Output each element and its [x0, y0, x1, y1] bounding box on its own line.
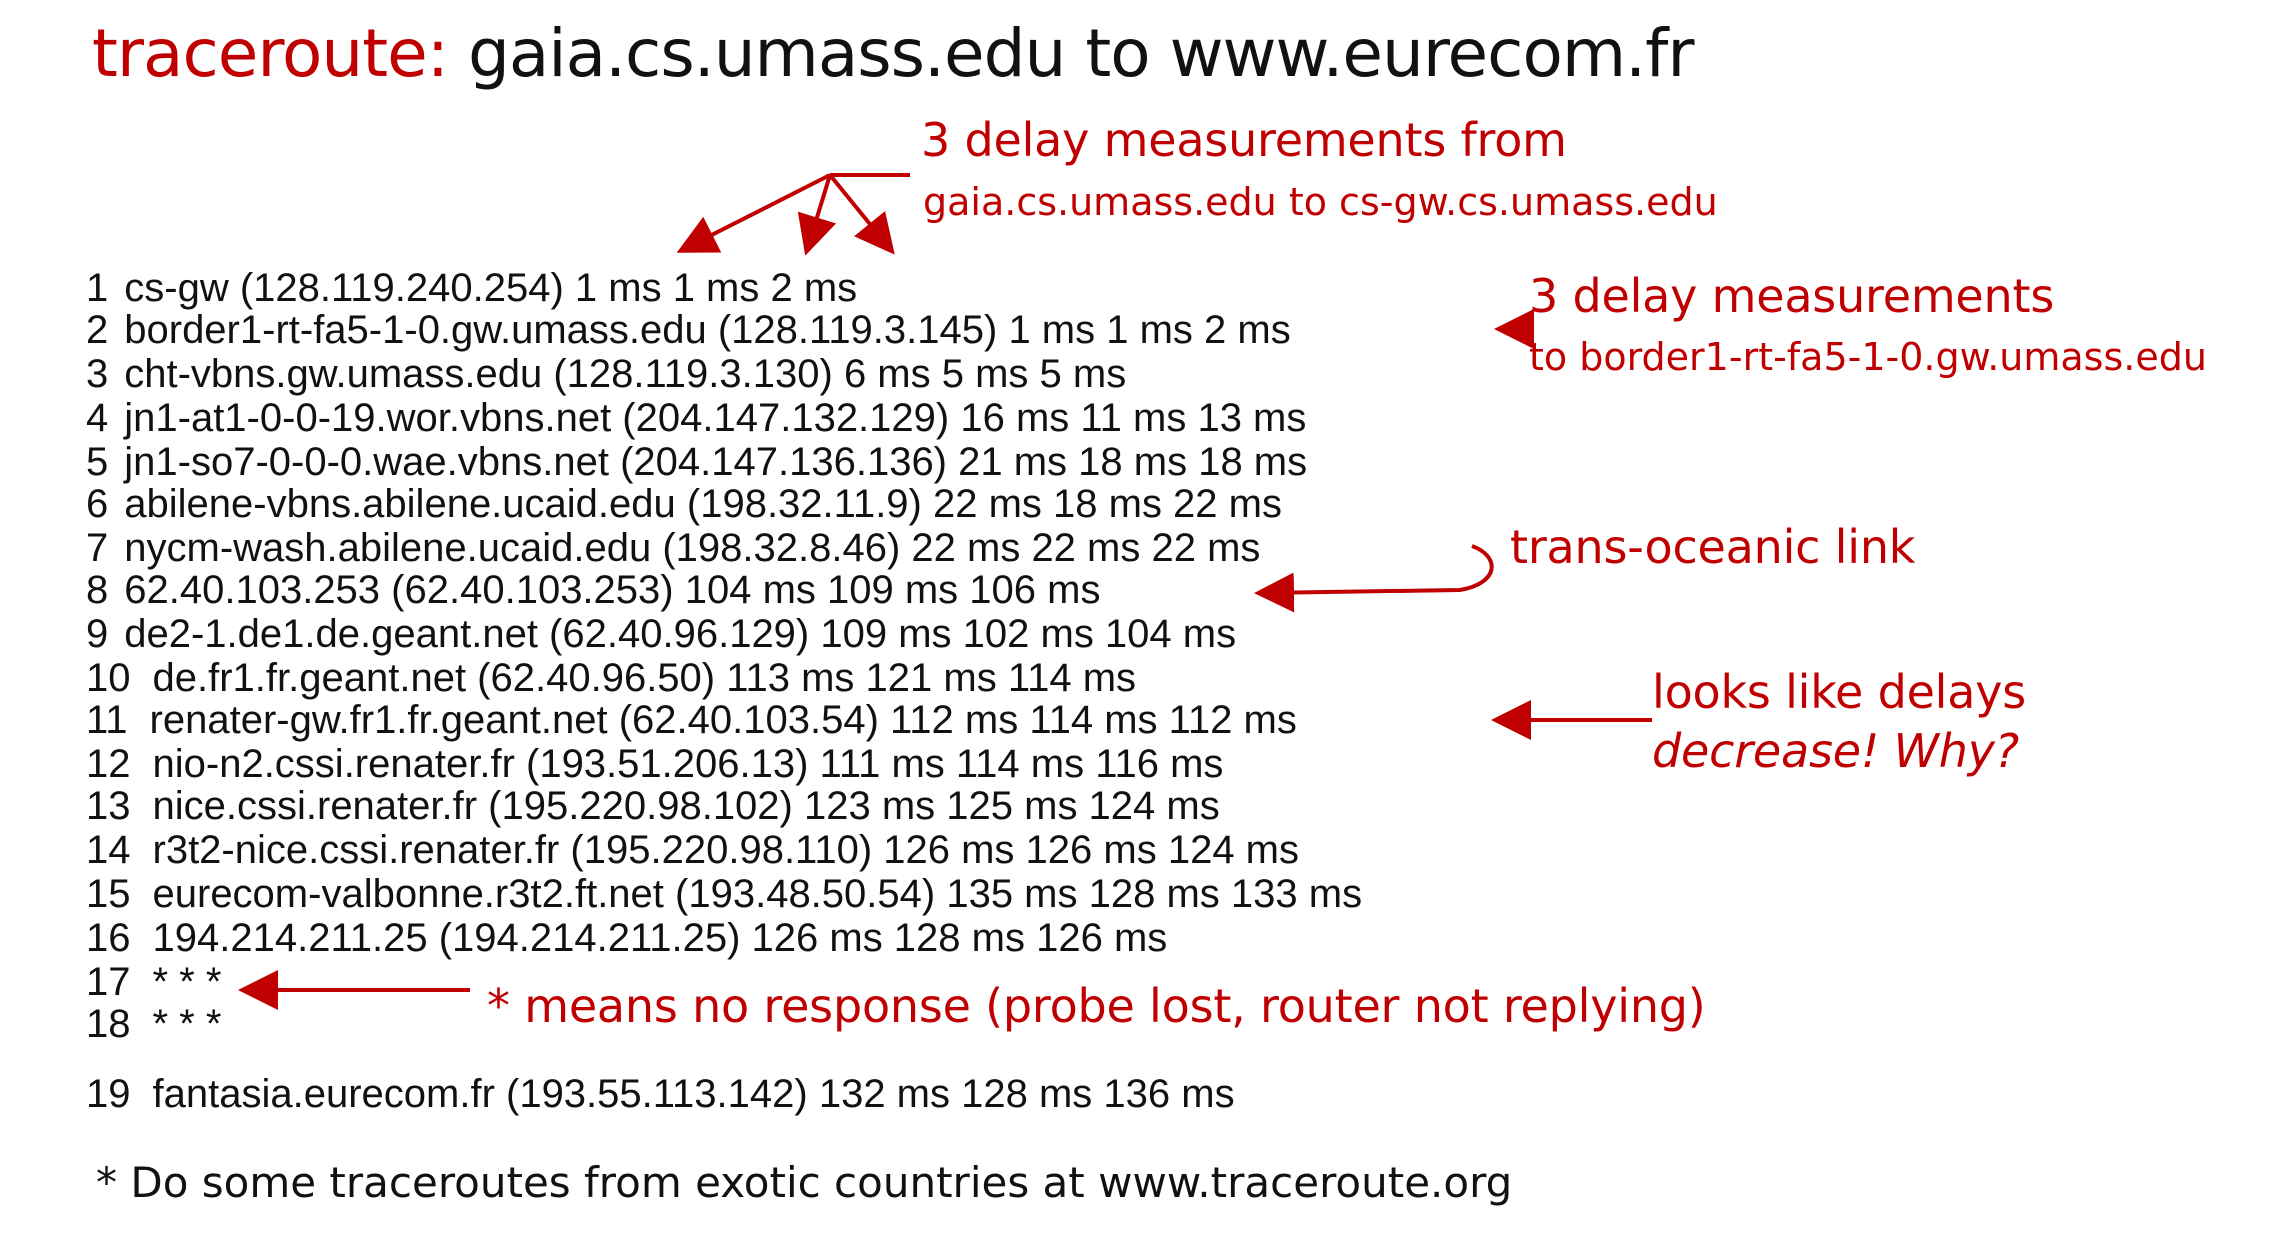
hop-details: 194.214.211.25 (194.214.211.25) 126 ms 1… [152, 916, 1168, 960]
hop-number: 2 [86, 308, 109, 352]
hop-number: 14 [86, 828, 131, 872]
hop-details: * * * [152, 960, 222, 1004]
traceroute-output: 1 cs-gw (128.119.240.254) 1 ms 1 ms 2 ms … [86, 260, 1566, 1120]
first-hop-annotation-subtitle: gaia.cs.umass.edu to cs-gw.cs.umass.edu [923, 180, 1718, 224]
hop-number: 4 [86, 396, 109, 440]
hop-details: r3t2-nice.cssi.renater.fr (195.220.98.11… [152, 828, 1300, 872]
trace-row-14: 14 r3t2-nice.cssi.renater.fr (195.220.98.… [86, 830, 1299, 870]
hop-number: 8 [86, 568, 109, 612]
hop-details: abilene-vbns.abilene.ucaid.edu (198.32.1… [124, 482, 1282, 526]
hop-number: 19 [86, 1072, 131, 1116]
second-hop-annotation-subtitle: to border1-rt-fa5-1-0.gw.umass.edu [1529, 335, 2207, 379]
title-prefix: traceroute: [92, 15, 449, 92]
trace-row-5: 5 jn1-so7-0-0-0.wae.vbns.net (204.147.136… [86, 442, 1307, 482]
hop-number: 6 [86, 482, 109, 526]
hop-details: de.fr1.fr.geant.net (62.40.96.50) 113 ms… [152, 656, 1137, 700]
hop-details: de2-1.de1.de.geant.net (62.40.96.129) 10… [124, 612, 1237, 656]
hop-details: jn1-at1-0-0-19.wor.vbns.net (204.147.132… [124, 396, 1307, 440]
trace-row-10: 10 de.fr1.fr.geant.net (62.40.96.50) 113 … [86, 658, 1136, 698]
hop-details: jn1-so7-0-0-0.wae.vbns.net (204.147.136.… [124, 440, 1308, 484]
hop-number: 7 [86, 526, 109, 570]
trace-row-11: 11 renater-gw.fr1.fr.geant.net (62.40.103… [86, 700, 1297, 740]
hop-number: 10 [86, 656, 131, 700]
trace-row-3: 3 cht-vbns.gw.umass.edu (128.119.3.130) 6… [86, 354, 1126, 394]
trace-row-2: 2 border1-rt-fa5-1-0.gw.umass.edu (128.11… [86, 310, 1291, 350]
arrow-to-hop-1-delay-2 [797, 174, 837, 256]
trace-row-15: 15 eurecom-valbonne.r3t2.ft.net (193.48.5… [86, 874, 1362, 914]
arrow-to-hop-1-delay-3 [828, 173, 895, 255]
hop-details: renater-gw.fr1.fr.geant.net (62.40.103.5… [149, 698, 1297, 742]
hop-details: * * * [152, 1002, 222, 1046]
second-hop-annotation-title: 3 delay measurements [1529, 269, 2055, 323]
hop-details: cs-gw (128.119.240.254) 1 ms 1 ms 2 ms [124, 266, 858, 310]
trace-row-16: 16 194.214.211.25 (194.214.211.25) 126 ms… [86, 918, 1167, 958]
hop-details: nio-n2.cssi.renater.fr (193.51.206.13) 1… [152, 742, 1224, 786]
slide-title: traceroute: gaia.cs.umass.edu to www.eur… [92, 15, 1695, 92]
hop-number: 3 [86, 352, 109, 396]
hop-details: nice.cssi.renater.fr (195.220.98.102) 12… [152, 784, 1220, 828]
transoceanic-annotation: trans-oceanic link [1510, 520, 1916, 574]
trace-row-18: 18 * * * [86, 1004, 221, 1044]
hop-details: cht-vbns.gw.umass.edu (128.119.3.130) 6 … [124, 352, 1127, 396]
hop-number: 12 [86, 742, 131, 786]
arrow-to-hop-1-delay-1 [676, 173, 831, 253]
no-response-annotation: * means no response (probe lost, router … [487, 979, 1706, 1033]
hop-number: 11 [86, 698, 128, 742]
trace-row-1: 1 cs-gw (128.119.240.254) 1 ms 1 ms 2 ms [86, 268, 857, 308]
trace-row-9: 9 de2-1.de1.de.geant.net (62.40.96.129) 1… [86, 614, 1236, 654]
trace-row-13: 13 nice.cssi.renater.fr (195.220.98.102) … [86, 786, 1220, 826]
trace-row-8: 8 62.40.103.253 (62.40.103.253) 104 ms 10… [86, 570, 1100, 610]
delay-decrease-line-2: decrease! Why? [1652, 724, 2019, 778]
hop-number: 18 [86, 1002, 131, 1046]
hop-details: border1-rt-fa5-1-0.gw.umass.edu (128.119… [124, 308, 1291, 352]
trace-row-4: 4 jn1-at1-0-0-19.wor.vbns.net (204.147.13… [86, 398, 1306, 438]
hop-number: 15 [86, 872, 131, 916]
first-hop-annotation-title: 3 delay measurements from [921, 113, 1567, 167]
trace-row-19: 19 fantasia.eurecom.fr (193.55.113.142) 1… [86, 1074, 1235, 1114]
hop-details: 62.40.103.253 (62.40.103.253) 104 ms 109… [124, 568, 1101, 612]
trace-row-6: 6 abilene-vbns.abilene.ucaid.edu (198.32.… [86, 484, 1282, 524]
hop-number: 16 [86, 916, 131, 960]
delay-decrease-line-1: looks like delays [1652, 665, 2027, 719]
hop-number: 1 [86, 266, 109, 310]
trace-row-12: 12 nio-n2.cssi.renater.fr (193.51.206.13)… [86, 744, 1223, 784]
slide-footer: * Do some traceroutes from exotic countr… [96, 1158, 1513, 1207]
hop-details: fantasia.eurecom.fr (193.55.113.142) 132… [152, 1072, 1235, 1116]
hop-details: eurecom-valbonne.r3t2.ft.net (193.48.50.… [152, 872, 1363, 916]
hop-number: 9 [86, 612, 109, 656]
hop-details: nycm-wash.abilene.ucaid.edu (198.32.8.46… [124, 526, 1261, 570]
trace-row-7: 7 nycm-wash.abilene.ucaid.edu (198.32.8.4… [86, 528, 1260, 568]
hop-number: 13 [86, 784, 131, 828]
first-hop-arrows [676, 173, 910, 256]
title-rest: gaia.cs.umass.edu to www.eurecom.fr [467, 15, 1695, 92]
trace-row-17: 17 * * * [86, 962, 221, 1002]
hop-number: 5 [86, 440, 109, 484]
hop-number: 17 [86, 960, 131, 1004]
